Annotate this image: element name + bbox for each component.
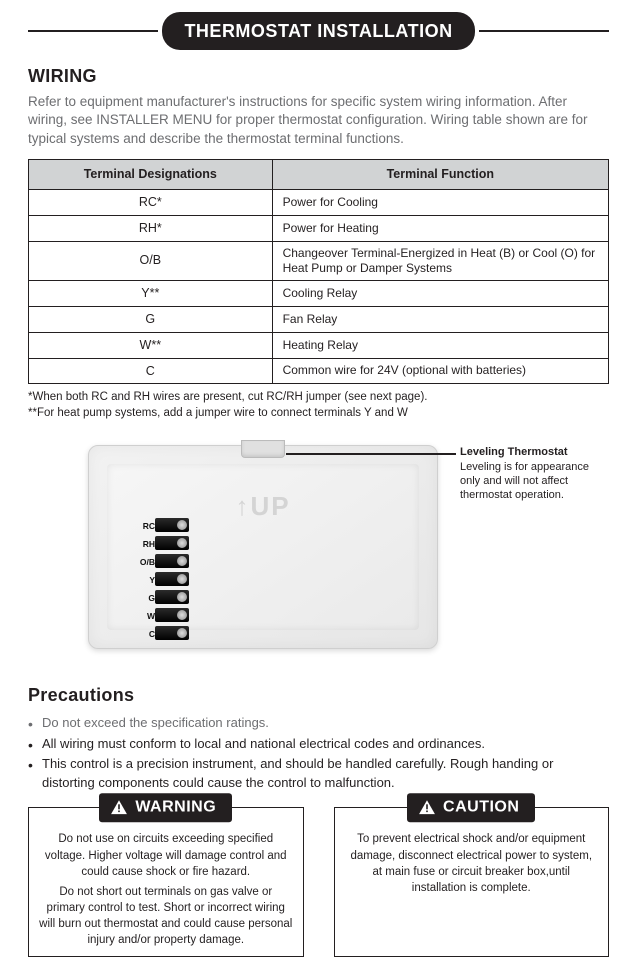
wiring-intro: Refer to equipment manufacturer's instru… <box>28 93 609 150</box>
page-title: THERMOSTAT INSTALLATION <box>162 12 474 50</box>
table-header-function: Terminal Function <box>272 160 608 190</box>
callout-body: Leveling is for appearance only and will… <box>460 460 609 503</box>
cell-function: Heating Relay <box>272 332 608 358</box>
cell-designation: O/B <box>29 241 273 280</box>
caution-body: To prevent electrical shock and/or equip… <box>345 831 599 895</box>
terminal-label: Y <box>137 575 155 586</box>
precaution-item: All wiring must conform to local and nat… <box>28 735 609 754</box>
caution-box: CAUTION To prevent electrical shock and/… <box>334 807 610 957</box>
header-rule-left <box>28 30 158 32</box>
terminal-strip <box>155 518 189 640</box>
warning-icon <box>111 801 127 815</box>
header-rule-right <box>479 30 609 32</box>
precautions-heading: Precautions <box>28 683 609 707</box>
warning-p2: Do not short out terminals on gas valve … <box>39 884 293 948</box>
warning-box: WARNING Do not use on circuits exceeding… <box>28 807 304 957</box>
cell-function: Power for Cooling <box>272 190 608 216</box>
precaution-item: This control is a precision instrument, … <box>28 755 609 793</box>
warning-label: WARNING <box>135 796 216 818</box>
callout-title: Leveling Thermostat <box>460 445 609 459</box>
warning-p1: Do not use on circuits exceeding specifi… <box>39 831 293 879</box>
caution-p1: To prevent electrical shock and/or equip… <box>345 831 599 895</box>
table-row: CCommon wire for 24V (optional with batt… <box>29 358 609 384</box>
caution-icon <box>419 801 435 815</box>
wiring-footnotes: *When both RC and RH wires are present, … <box>28 390 609 421</box>
table-row: GFan Relay <box>29 306 609 332</box>
cell-designation: W** <box>29 332 273 358</box>
alert-boxes: WARNING Do not use on circuits exceeding… <box>28 807 609 957</box>
wall-plate: ↑UP RC RH O/B Y G W C <box>88 445 438 649</box>
caution-header: CAUTION <box>407 793 535 822</box>
terminal-label: RC <box>137 521 155 532</box>
caution-label: CAUTION <box>443 796 519 818</box>
cell-designation: RH* <box>29 216 273 242</box>
table-row: W**Heating Relay <box>29 332 609 358</box>
leader-line <box>286 453 456 455</box>
terminal-label: C <box>137 629 155 640</box>
terminal-label: G <box>137 593 155 604</box>
thermostat-diagram: ↑UP RC RH O/B Y G W C Leveling T <box>28 439 609 659</box>
cell-function: Fan Relay <box>272 306 608 332</box>
leveling-tab <box>241 440 285 458</box>
cell-designation: C <box>29 358 273 384</box>
warning-body: Do not use on circuits exceeding specifi… <box>39 831 293 948</box>
warning-header: WARNING <box>99 793 232 822</box>
cell-function: Changeover Terminal-Energized in Heat (B… <box>272 241 608 280</box>
table-row: RH*Power for Heating <box>29 216 609 242</box>
cell-designation: Y** <box>29 280 273 306</box>
cell-function: Common wire for 24V (optional with batte… <box>272 358 608 384</box>
table-header-designations: Terminal Designations <box>29 160 273 190</box>
cell-designation: G <box>29 306 273 332</box>
table-row: Y**Cooling Relay <box>29 280 609 306</box>
wiring-heading: WIRING <box>28 64 609 88</box>
terminal-label: RH <box>137 539 155 550</box>
up-arrow-text: ↑UP <box>235 489 290 524</box>
precaution-item: Do not exceed the specification ratings. <box>28 714 609 733</box>
terminal-label: O/B <box>137 557 155 568</box>
page-header: THERMOSTAT INSTALLATION <box>28 12 609 50</box>
cell-function: Cooling Relay <box>272 280 608 306</box>
table-row: O/BChangeover Terminal-Energized in Heat… <box>29 241 609 280</box>
cell-designation: RC* <box>29 190 273 216</box>
plate-inner: ↑UP RC RH O/B Y G W C <box>107 464 419 630</box>
wiring-table: Terminal Designations Terminal Function … <box>28 159 609 384</box>
footnote-1: *When both RC and RH wires are present, … <box>28 390 609 406</box>
table-row: RC*Power for Cooling <box>29 190 609 216</box>
cell-function: Power for Heating <box>272 216 608 242</box>
footnote-2: **For heat pump systems, add a jumper wi… <box>28 406 609 422</box>
leveling-callout: Leveling Thermostat Leveling is for appe… <box>460 445 609 502</box>
precautions-list: Do not exceed the specification ratings.… <box>28 714 609 793</box>
terminal-label: W <box>137 611 155 622</box>
